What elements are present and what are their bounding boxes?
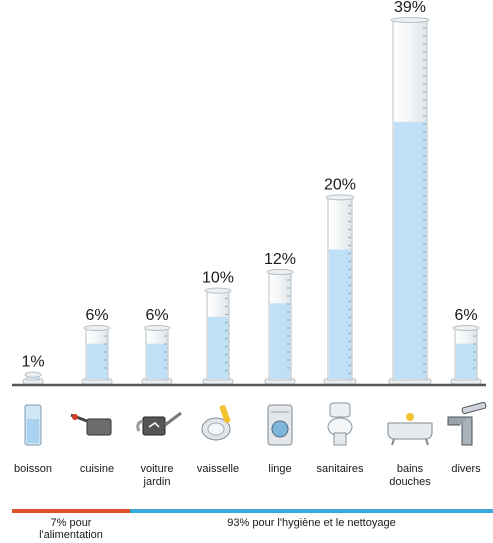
category-0: boisson bbox=[14, 404, 52, 475]
cylinder-rim bbox=[83, 325, 111, 331]
liquid-fill bbox=[270, 303, 290, 379]
liquid-fill bbox=[28, 377, 38, 379]
category-label: cuisine bbox=[80, 463, 114, 475]
dish-sponge-icon bbox=[201, 405, 231, 441]
bathtub-icon bbox=[387, 413, 433, 446]
bar-6: 39% bbox=[388, 0, 432, 385]
group-label: 93% pour l'hygiène et le nettoyage bbox=[227, 517, 395, 529]
group-bar bbox=[130, 509, 493, 513]
value-label: 39% bbox=[394, 0, 426, 16]
category-1: cuisine bbox=[70, 413, 114, 475]
cylinder-rim bbox=[204, 287, 232, 294]
value-label: 6% bbox=[85, 307, 108, 324]
value-label: 12% bbox=[264, 251, 296, 268]
bar-1: 6% bbox=[81, 307, 113, 385]
category-label: sanitaires bbox=[316, 463, 364, 475]
cylinder-rim bbox=[143, 325, 171, 331]
cylinder-rim bbox=[24, 371, 42, 378]
value-label: 6% bbox=[145, 307, 168, 324]
category-3: vaisselle bbox=[197, 405, 239, 475]
category-5: sanitaires bbox=[316, 402, 364, 475]
washing-machine-icon bbox=[267, 404, 293, 446]
category-label: boisson bbox=[14, 463, 52, 475]
liquid-fill bbox=[329, 249, 351, 379]
value-label: 10% bbox=[202, 270, 234, 287]
value-label: 1% bbox=[21, 354, 44, 371]
value-label: 6% bbox=[454, 307, 477, 324]
category-label: jardin bbox=[143, 476, 171, 488]
value-label: 20% bbox=[324, 176, 356, 193]
bar-2: 6% bbox=[141, 307, 173, 385]
group-label: l'alimentation bbox=[39, 529, 103, 541]
cylinder-rim bbox=[452, 325, 480, 331]
liquid-fill bbox=[208, 316, 228, 379]
bar-7: 6% bbox=[450, 307, 482, 385]
liquid-fill bbox=[147, 343, 167, 379]
bar-3: 10% bbox=[202, 270, 234, 385]
category-label: douches bbox=[389, 476, 431, 488]
bar-4: 12% bbox=[264, 251, 296, 385]
cylinder-rim bbox=[390, 17, 430, 23]
liquid-fill bbox=[456, 343, 476, 379]
liquid-fill bbox=[87, 343, 107, 379]
group-bar bbox=[12, 509, 130, 513]
bar-5: 20% bbox=[323, 176, 357, 385]
cylinder-rim bbox=[325, 194, 355, 201]
category-7: divers bbox=[447, 401, 487, 475]
category-label: bains bbox=[397, 463, 424, 475]
cylinder-rim bbox=[266, 269, 294, 275]
faucet-icon bbox=[447, 401, 487, 446]
glass-icon bbox=[24, 404, 42, 446]
category-label: vaisselle bbox=[197, 463, 239, 475]
category-label: divers bbox=[451, 463, 481, 475]
category-label: linge bbox=[268, 463, 291, 475]
category-4: linge bbox=[267, 404, 293, 475]
watering-can-icon bbox=[136, 411, 182, 436]
bar-0: 1% bbox=[21, 354, 45, 385]
cooking-pot-icon bbox=[70, 413, 112, 436]
toilet-icon bbox=[327, 402, 353, 446]
liquid-fill bbox=[394, 121, 426, 380]
group-1: 93% pour l'hygiène et le nettoyage bbox=[130, 509, 493, 529]
group-label: 7% pour bbox=[51, 517, 92, 529]
category-label: voiture bbox=[140, 463, 173, 475]
